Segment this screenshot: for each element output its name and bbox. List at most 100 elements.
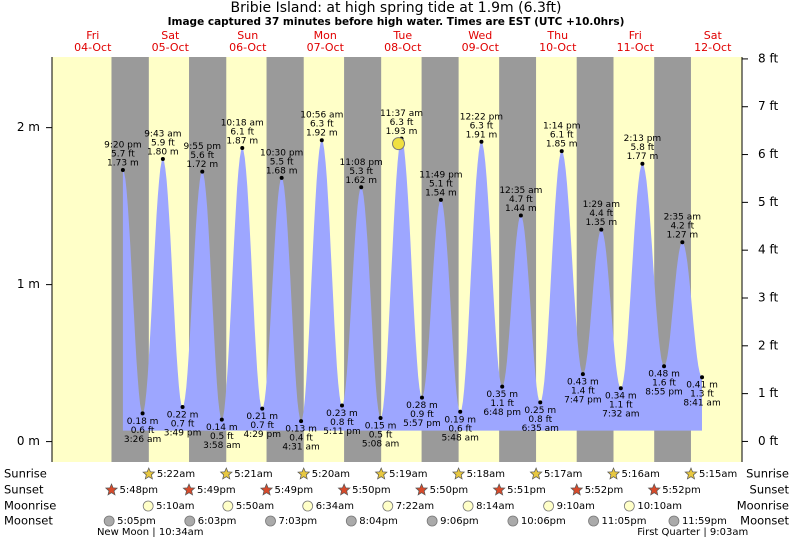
tide-point	[599, 227, 604, 232]
tide-label: 0.5 ft	[369, 431, 393, 441]
row-label: Moonrise	[4, 499, 56, 513]
day-name: Tue	[392, 29, 412, 42]
sunset-time: 5:51pm	[507, 485, 546, 496]
sunset-icon	[492, 483, 506, 496]
tide-point	[299, 419, 304, 424]
moonset-time: 10:06pm	[521, 516, 566, 527]
tide-point	[240, 146, 245, 151]
tide-label: 10:56 am	[300, 111, 343, 121]
tide-label: 7:47 pm	[564, 396, 602, 406]
tide-label: 1.68 m	[266, 166, 298, 176]
tide-label: 0.41 m	[686, 381, 718, 391]
day-name: Sat	[161, 29, 180, 42]
tide-label: 0.7 ft	[171, 420, 195, 430]
tide-label: 3:49 pm	[164, 429, 202, 439]
sunset-icon	[104, 483, 119, 496]
tide-point	[680, 240, 685, 245]
y2-tick-label: 6 ft	[758, 147, 778, 161]
sunset-icon	[337, 483, 351, 496]
moonset-icon	[588, 515, 599, 527]
y-tick-label: 0 m	[17, 434, 40, 448]
sunrise-time: 5:21am	[234, 469, 272, 480]
y2-tick-label: 2 ft	[758, 338, 778, 352]
sunset-icon	[570, 483, 584, 496]
moonset-time: 9:06pm	[440, 516, 479, 527]
tide-label: 1.44 m	[505, 204, 537, 214]
tide-point	[580, 372, 585, 377]
moonrise-icon	[142, 500, 154, 512]
tide-label: 6.1 ft	[230, 128, 254, 138]
background-layer	[52, 57, 742, 462]
tide-point	[160, 157, 165, 162]
foreground-layer: Fri04-OctSat05-OctSun06-OctMon07-OctTue0…	[4, 29, 790, 538]
moonrise-time: 9:10am	[557, 501, 595, 512]
tide-label: 1.91 m	[466, 130, 498, 140]
tide-label: 0.21 m	[246, 412, 278, 422]
moonrise-time: 10:10am	[637, 501, 682, 512]
tide-label: 9:55 pm	[183, 142, 221, 152]
day-date: 11-Oct	[617, 41, 655, 54]
tide-point	[279, 175, 284, 180]
moon-phase-note: New Moon | 10:34am	[97, 527, 204, 537]
row-label: Sunset	[750, 483, 790, 497]
tide-label: 5.8 ft	[631, 143, 655, 153]
tide-label: 0.14 m	[206, 423, 238, 433]
tide-label: 0.19 m	[444, 415, 476, 425]
y2-tick-label: 7 ft	[758, 99, 778, 113]
sunrise-time: 5:15am	[699, 469, 737, 480]
tide-label: 11:37 am	[380, 109, 423, 119]
moonrise-icon	[222, 500, 234, 512]
sunset-icon	[182, 483, 196, 496]
moonset-icon	[345, 515, 357, 527]
tide-point	[339, 403, 344, 408]
tide-label: 5.3 ft	[349, 167, 373, 177]
y2-tick-label: 8 ft	[758, 51, 778, 65]
tide-label: 0.35 m	[486, 390, 518, 400]
moonrise-time: 5:10am	[156, 501, 194, 512]
sunset-time: 5:49pm	[197, 485, 236, 496]
tide-point	[200, 169, 205, 174]
sunrise-time: 5:16am	[622, 469, 660, 480]
tide-label: 0.22 m	[167, 411, 199, 421]
tide-label: 4.4 ft	[589, 209, 613, 219]
row-label: Sunset	[4, 483, 44, 497]
day-date: 06-Oct	[229, 41, 267, 54]
sunrise-time: 5:22am	[157, 469, 195, 480]
tide-label: 8:55 pm	[645, 388, 683, 398]
tide-point	[640, 161, 645, 166]
tide-label: 5.6 ft	[190, 151, 214, 161]
tide-label: 1.4 ft	[571, 387, 595, 397]
tide-label: 1.72 m	[186, 160, 218, 170]
day-date: 10-Oct	[539, 41, 577, 54]
tide-point	[140, 411, 145, 416]
day-date: 08-Oct	[384, 41, 422, 54]
sunrise-icon	[297, 467, 311, 480]
tide-label: 9:43 am	[144, 130, 181, 140]
moonrise-icon	[302, 500, 314, 512]
tide-point	[378, 416, 383, 421]
tide-point	[618, 386, 623, 391]
tide-label: 9:20 pm	[104, 141, 142, 151]
tide-point	[662, 364, 667, 369]
tide-label: 5:48 am	[442, 433, 479, 443]
tide-label: 0.6 ft	[131, 426, 155, 436]
sunset-time: 5:49pm	[275, 485, 314, 496]
tide-label: 0.25 m	[524, 406, 556, 416]
chart-subtitle: Image captured 37 minutes before high wa…	[168, 16, 625, 28]
sunrise-time: 5:18am	[467, 469, 505, 480]
sunrise-icon	[142, 467, 156, 480]
tide-label: 0.28 m	[406, 401, 438, 411]
sunrise-icon	[374, 467, 388, 480]
moonset-icon	[507, 515, 519, 527]
tide-label: 6.3 ft	[390, 118, 414, 128]
day-date: 05-Oct	[152, 41, 190, 54]
moonset-icon	[103, 515, 115, 527]
tide-point	[458, 409, 463, 414]
tide-label: 4.7 ft	[509, 195, 533, 205]
tide-point	[359, 185, 364, 190]
tide-label: 10:18 am	[221, 119, 264, 129]
tide-label: 1.80 m	[147, 148, 179, 158]
tide-label: 11:49 pm	[419, 170, 462, 180]
tide-label: 0.4 ft	[289, 434, 313, 444]
day-date: 04-Oct	[74, 41, 112, 54]
